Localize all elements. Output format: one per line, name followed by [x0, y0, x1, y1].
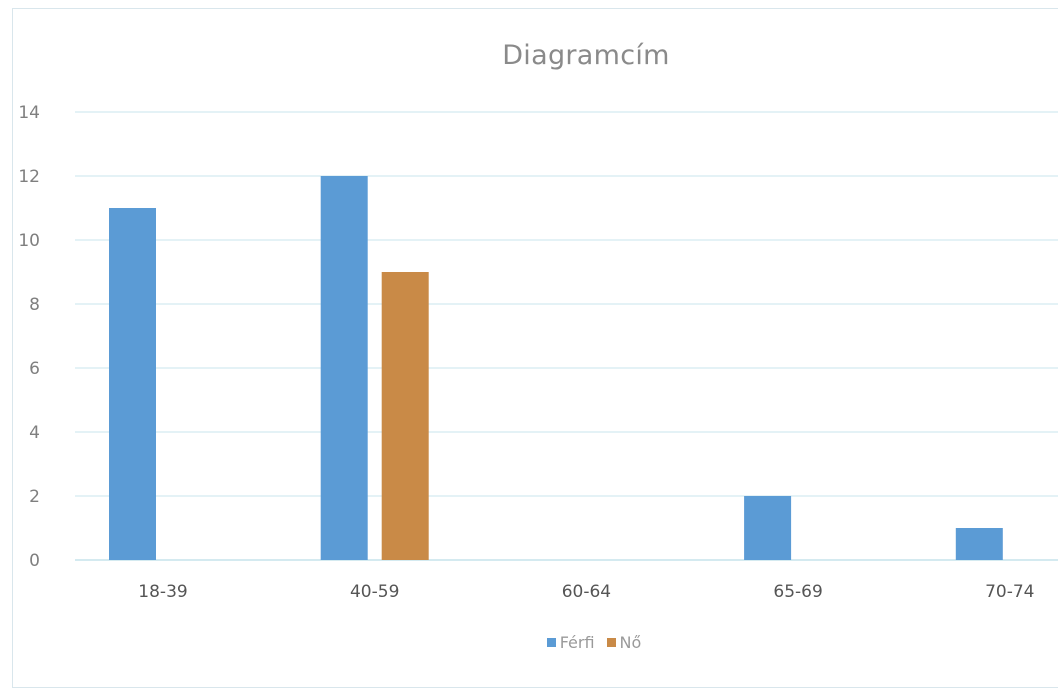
chart-frame	[12, 8, 1058, 688]
legend-swatch-ferfi	[546, 638, 556, 647]
legend-item-no: Nő	[606, 633, 642, 652]
x-tick-label: 65-69	[773, 582, 822, 602]
legend-item-ferfi: Férfi	[546, 633, 595, 652]
chart-title: Diagramcím	[502, 40, 670, 71]
legend-label-ferfi: Férfi	[559, 633, 595, 652]
y-tick-label: 0	[29, 551, 40, 571]
y-tick-label: 4	[29, 423, 40, 443]
bar-ferfi-18-39	[109, 208, 156, 560]
bar-no-40-59	[381, 272, 429, 560]
y-tick-label: 14	[18, 103, 40, 123]
y-tick-label: 6	[29, 359, 40, 379]
y-tick-label: 10	[18, 231, 40, 251]
bar-ferfi-65-69	[744, 496, 792, 560]
x-tick-label: 70-74	[985, 582, 1034, 602]
bar-ferfi-40-59	[320, 176, 368, 560]
y-tick-label: 2	[29, 487, 40, 507]
x-tick-label: 40-59	[350, 582, 399, 602]
x-tick-label: 60-64	[562, 582, 611, 602]
legend-label-no: Nő	[619, 633, 642, 652]
chart-legend: Férfi Nő	[0, 633, 1058, 652]
legend-swatch-no	[606, 638, 616, 647]
x-tick-label: 18-39	[138, 582, 187, 602]
y-tick-label: 12	[18, 167, 40, 187]
bar-ferfi-70-74	[955, 528, 1003, 560]
y-tick-label: 8	[29, 295, 40, 315]
